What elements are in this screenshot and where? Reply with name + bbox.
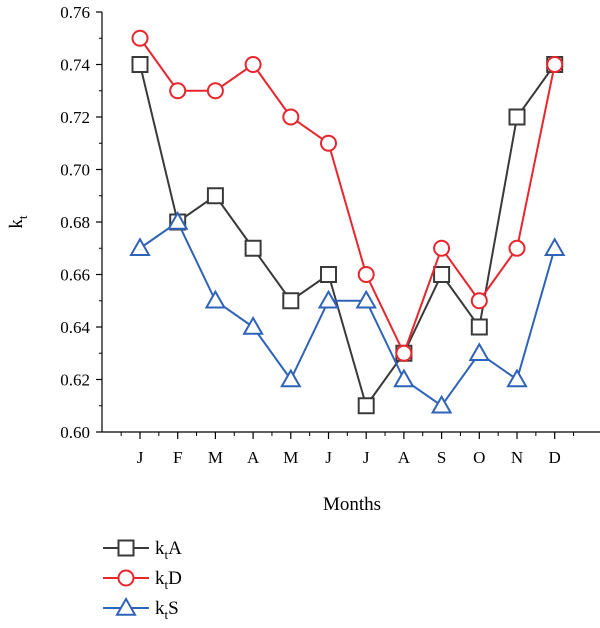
x-tick-label: A [247,448,260,467]
data-point-ktA [282,292,300,310]
data-point-ktS [430,394,453,414]
x-tick-label: D [549,448,561,467]
x-tick-label: J [325,448,332,467]
legend-label-ktS: ktS [155,598,179,622]
y-tick-label: 0.76 [60,3,90,22]
legend-item-ktA: ktA [103,538,182,562]
data-point-ktD [206,82,224,100]
series-layer [129,29,566,415]
series-line-ktD [139,37,556,356]
data-point-ktA [357,397,375,415]
y-axis-ticks: 0.60 0.62 0.64 0.66 0.68 0.70 0.72 0.74 0.76 [60,3,102,442]
legend-marker-ktS [115,596,137,616]
data-point-ktS [506,368,528,388]
data-point-ktD [508,239,526,257]
data-point-ktD [357,266,375,283]
data-point-ktD [546,56,564,73]
y-tick-label: 0.66 [60,266,90,285]
legend-marker-ktD [117,569,135,587]
y-tick-label: 0.74 [60,56,90,75]
x-tick-label: S [437,448,446,467]
y-axis-label-sub: t [15,215,30,219]
x-tick-label: O [473,448,485,467]
data-point-ktD [433,239,451,257]
data-point-ktS [468,342,491,361]
data-point-ktS [280,368,302,388]
legend-item-ktS: ktS [103,596,179,622]
legend-label-ktD: ktD [155,568,182,592]
data-point-ktS [393,368,415,388]
data-point-ktA [206,187,224,205]
series-line-ktA [139,63,556,409]
data-point-ktS [204,289,227,309]
y-axis-label-main: k [6,219,27,229]
series-ktD [131,29,564,362]
data-point-ktD [244,56,262,73]
y-tick-label: 0.64 [60,318,90,337]
legend-label-ktA: ktA [155,538,182,562]
data-point-ktS [129,237,151,256]
y-tick-label: 0.62 [60,371,90,390]
x-axis-label: Months [323,494,381,515]
y-tick-label: 0.70 [60,161,90,180]
data-point-ktD [282,108,300,126]
series-ktS [129,210,566,414]
data-point-ktD [320,134,337,152]
data-point-ktD [395,344,413,362]
data-point-ktS [166,210,189,230]
legend-item-ktD: ktD [103,568,182,592]
x-tick-label: M [208,448,223,467]
data-point-ktS [317,289,340,309]
x-tick-label: F [173,448,182,467]
data-point-ktA [433,266,451,283]
x-tick-label: A [398,448,411,467]
data-point-ktD [131,29,149,47]
x-tick-label: M [283,448,298,467]
legend-marker-ktA [117,539,135,557]
x-tick-label: N [511,448,523,467]
data-point-ktA [244,239,262,257]
y-tick-label: 0.72 [60,108,90,127]
data-point-ktD [169,82,187,100]
data-point-ktD [470,292,488,310]
x-tick-label: J [363,448,370,467]
y-axis-label: kt [6,215,30,229]
y-tick-label: 0.68 [60,213,90,232]
data-point-ktA [320,266,337,283]
data-point-ktA [131,56,149,73]
legend: ktA ktD ktS [103,538,182,622]
data-point-ktS [242,315,264,335]
y-tick-label: 0.60 [60,423,90,442]
data-point-ktA [508,108,526,126]
data-point-ktA [470,318,488,336]
series-ktA [131,56,564,415]
data-point-ktS [543,237,566,256]
x-tick-label: J [137,448,144,467]
data-point-ktS [355,289,377,309]
